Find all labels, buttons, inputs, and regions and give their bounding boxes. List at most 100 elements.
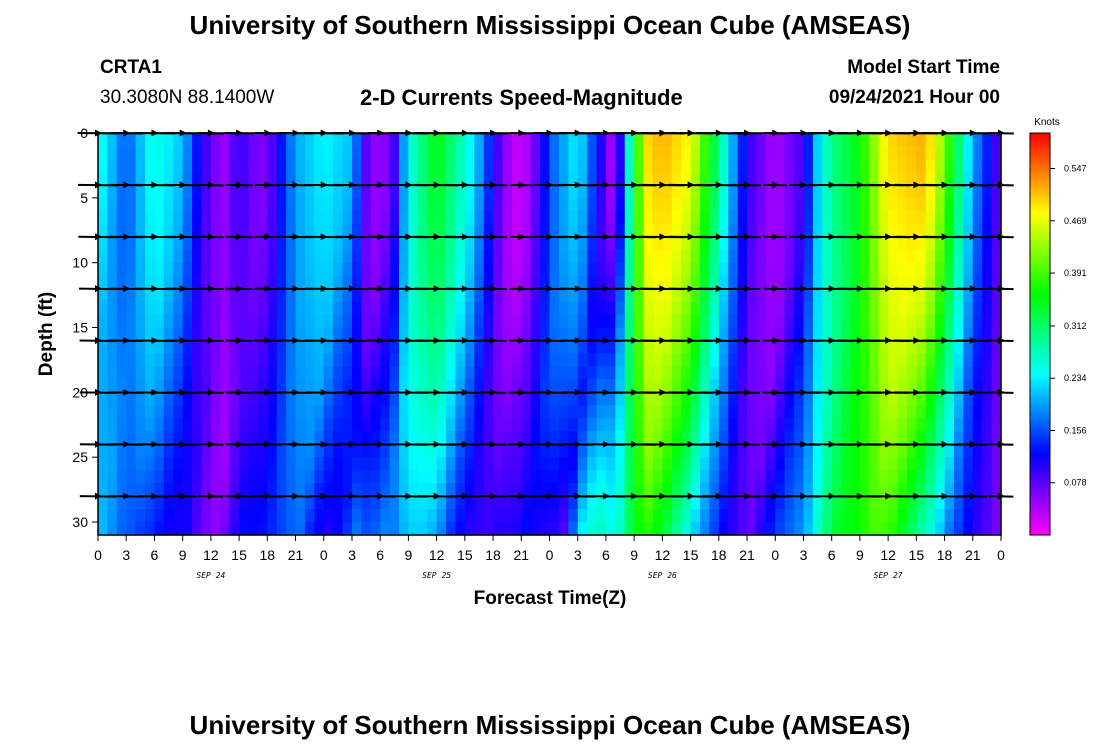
heatmap-cell (182, 405, 193, 419)
heatmap-cell (850, 327, 861, 342)
heatmap-cell (906, 249, 917, 264)
heatmap-cell (709, 249, 720, 264)
vector-arrowhead (179, 492, 187, 500)
heatmap-cell (154, 405, 165, 419)
heatmap-cell (314, 249, 325, 264)
heatmap-cell (483, 223, 494, 238)
heatmap-cell (417, 249, 428, 264)
heatmap-cell (220, 340, 231, 355)
heatmap-cell (220, 171, 231, 186)
heatmap-cell (897, 197, 908, 212)
heatmap-cell (747, 223, 758, 238)
heatmap-cell (634, 366, 645, 380)
heatmap-cell (935, 470, 946, 484)
heatmap-cell (888, 431, 899, 445)
heatmap-cell (935, 418, 946, 432)
vector-arrowhead (123, 233, 131, 241)
heatmap-cell (257, 405, 268, 419)
heatmap-cell (446, 327, 457, 342)
heatmap-cell (267, 262, 278, 277)
heatmap-cell (145, 158, 156, 173)
heatmap-cell (399, 509, 410, 523)
heatmap-cell (530, 496, 541, 510)
heatmap-cell (935, 236, 946, 251)
heatmap-cell (972, 418, 983, 432)
heatmap-cell (690, 133, 701, 147)
heatmap-cell (257, 327, 268, 342)
heatmap-cell (464, 405, 475, 419)
speed-heatmap (98, 133, 1002, 536)
heatmap-cell (464, 275, 475, 290)
heatmap-cell (643, 405, 654, 419)
heatmap-cell (342, 262, 353, 277)
heatmap-cell (380, 496, 391, 510)
heatmap-cell (577, 522, 588, 536)
heatmap-cell (380, 314, 391, 329)
heatmap-cell (991, 366, 1002, 380)
heatmap-cell (596, 301, 607, 316)
heatmap-cell (709, 288, 720, 303)
heatmap-cell (709, 379, 720, 393)
heatmap-cell (916, 158, 927, 173)
heatmap-cell (399, 340, 410, 355)
heatmap-cell (878, 405, 889, 419)
heatmap-cell (257, 197, 268, 212)
heatmap-cell (399, 223, 410, 238)
heatmap-cell (681, 133, 692, 147)
heatmap-cell (605, 197, 616, 212)
heatmap-cell (380, 327, 391, 342)
heatmap-cell (521, 184, 532, 199)
heatmap-cell (643, 418, 654, 432)
heatmap-cell (333, 145, 344, 160)
heatmap-cell (737, 288, 748, 303)
heatmap-cell (323, 470, 334, 484)
heatmap-cell (652, 158, 663, 173)
heatmap-cell (521, 431, 532, 445)
heatmap-cell (417, 171, 428, 186)
heatmap-cell (173, 262, 184, 277)
heatmap-cell (521, 509, 532, 523)
heatmap-cell (314, 262, 325, 277)
heatmap-cell (276, 392, 287, 406)
heatmap-cell (464, 314, 475, 329)
heatmap-cell (587, 288, 598, 303)
heatmap-cell (624, 249, 635, 264)
heatmap-cell (982, 223, 993, 238)
heatmap-cell (333, 405, 344, 419)
heatmap-cell (906, 444, 917, 458)
heatmap-cell (765, 275, 776, 290)
heatmap-cell (380, 509, 391, 523)
heatmap-cell (878, 366, 889, 380)
heatmap-cell (737, 197, 748, 212)
heatmap-cell (474, 340, 485, 355)
heatmap-cell (361, 522, 372, 536)
heatmap-cell (888, 145, 899, 160)
heatmap-cell (201, 184, 212, 199)
heatmap-cell (276, 522, 287, 536)
heatmap-cell (276, 249, 287, 264)
heatmap-cell (173, 483, 184, 497)
heatmap-cell (718, 405, 729, 419)
heatmap-cell (474, 184, 485, 199)
heatmap-cell (530, 418, 541, 432)
heatmap-cell (972, 470, 983, 484)
heatmap-cell (831, 223, 842, 238)
colorbar-tick-label: 0.547 (1064, 164, 1087, 174)
x-tick-label: 9 (405, 547, 413, 563)
heatmap-cell (173, 522, 184, 536)
heatmap-cell (953, 262, 964, 277)
heatmap-cell (709, 262, 720, 277)
heatmap-cell (690, 444, 701, 458)
heatmap-cell (859, 405, 870, 419)
heatmap-cell (718, 275, 729, 290)
heatmap-cell (192, 288, 203, 303)
heatmap-cell (201, 379, 212, 393)
heatmap-cell (229, 223, 240, 238)
heatmap-cell (239, 236, 250, 251)
vector-arrowhead (292, 440, 300, 448)
x-tick-label: 15 (231, 547, 247, 563)
heatmap-cell (549, 405, 560, 419)
heatmap-cell (728, 262, 739, 277)
vector-arrowhead (828, 492, 836, 500)
heatmap-cell (991, 210, 1002, 225)
